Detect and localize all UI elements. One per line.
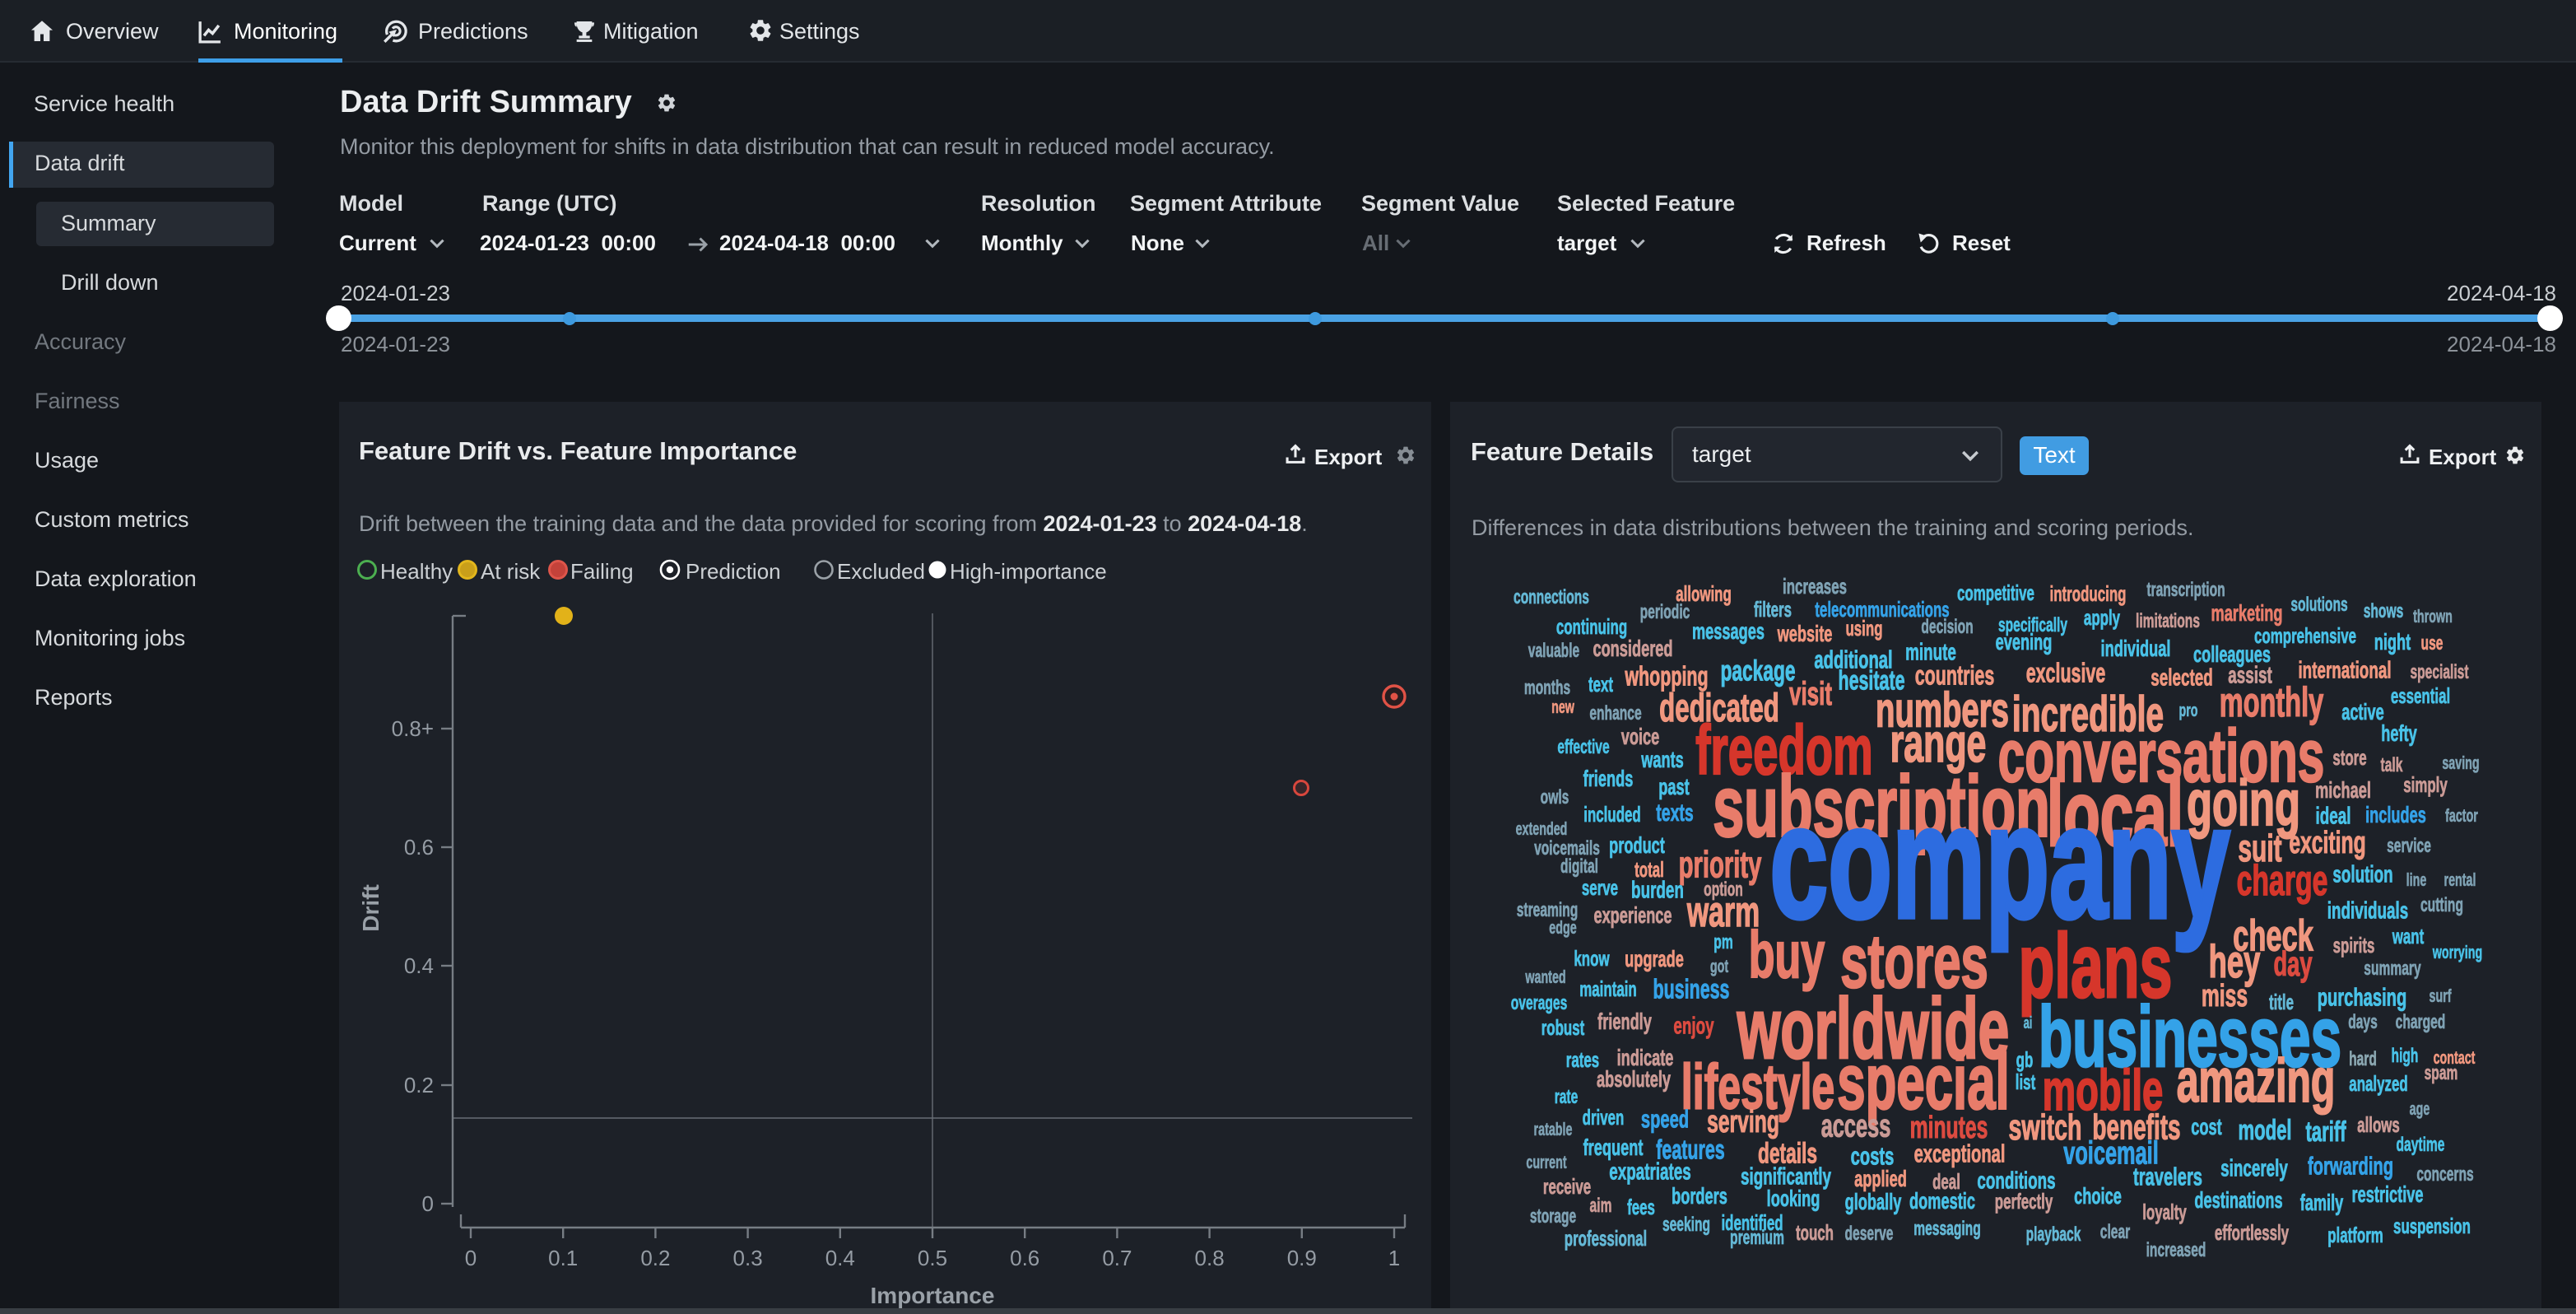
svg-text:0.9: 0.9: [1287, 1246, 1317, 1270]
svg-text:0.6: 0.6: [1010, 1246, 1039, 1270]
svg-text:0.8+: 0.8+: [392, 716, 434, 741]
svg-text:0.4: 0.4: [825, 1246, 855, 1270]
svg-text:1: 1: [1388, 1246, 1400, 1270]
svg-text:0.3: 0.3: [733, 1246, 763, 1270]
svg-text:0.6: 0.6: [404, 835, 434, 860]
svg-text:0: 0: [465, 1246, 477, 1270]
svg-text:0.1: 0.1: [548, 1246, 578, 1270]
svg-text:0.5: 0.5: [918, 1246, 947, 1270]
svg-text:0.2: 0.2: [640, 1246, 670, 1270]
svg-text:0.8: 0.8: [1195, 1246, 1225, 1270]
svg-text:0.7: 0.7: [1102, 1246, 1132, 1270]
svg-text:0: 0: [422, 1191, 434, 1216]
svg-text:0.4: 0.4: [404, 953, 434, 978]
svg-text:Importance: Importance: [871, 1283, 995, 1308]
svg-text:0.2: 0.2: [404, 1073, 434, 1097]
svg-text:Drift: Drift: [358, 884, 384, 932]
